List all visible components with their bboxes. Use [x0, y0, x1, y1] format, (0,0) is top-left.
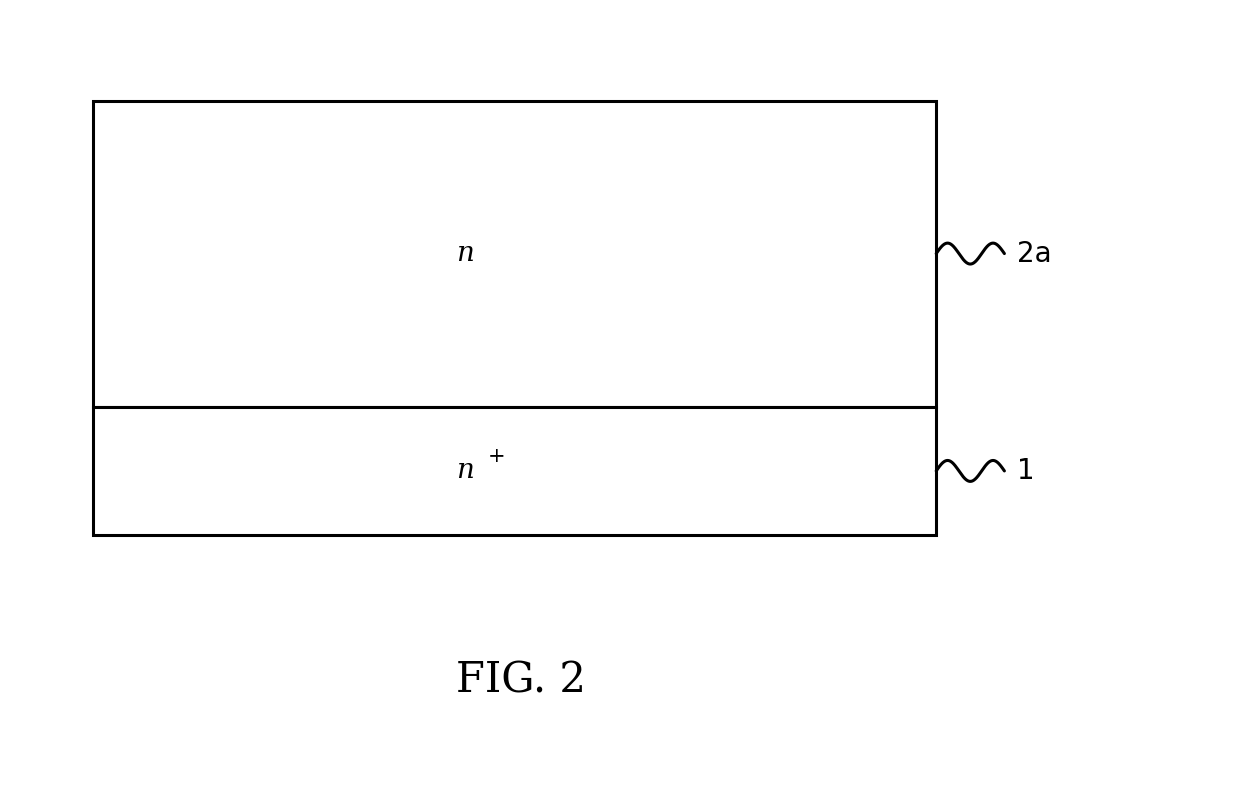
Bar [93, 407, 936, 535]
Text: FIG. 2: FIG. 2 [456, 659, 585, 701]
Bar [93, 101, 936, 407]
Text: +: + [487, 447, 505, 466]
Text: n: n [456, 457, 474, 485]
Text: 1: 1 [1017, 457, 1034, 485]
Text: 2a: 2a [1017, 240, 1052, 267]
Text: n: n [456, 240, 474, 267]
